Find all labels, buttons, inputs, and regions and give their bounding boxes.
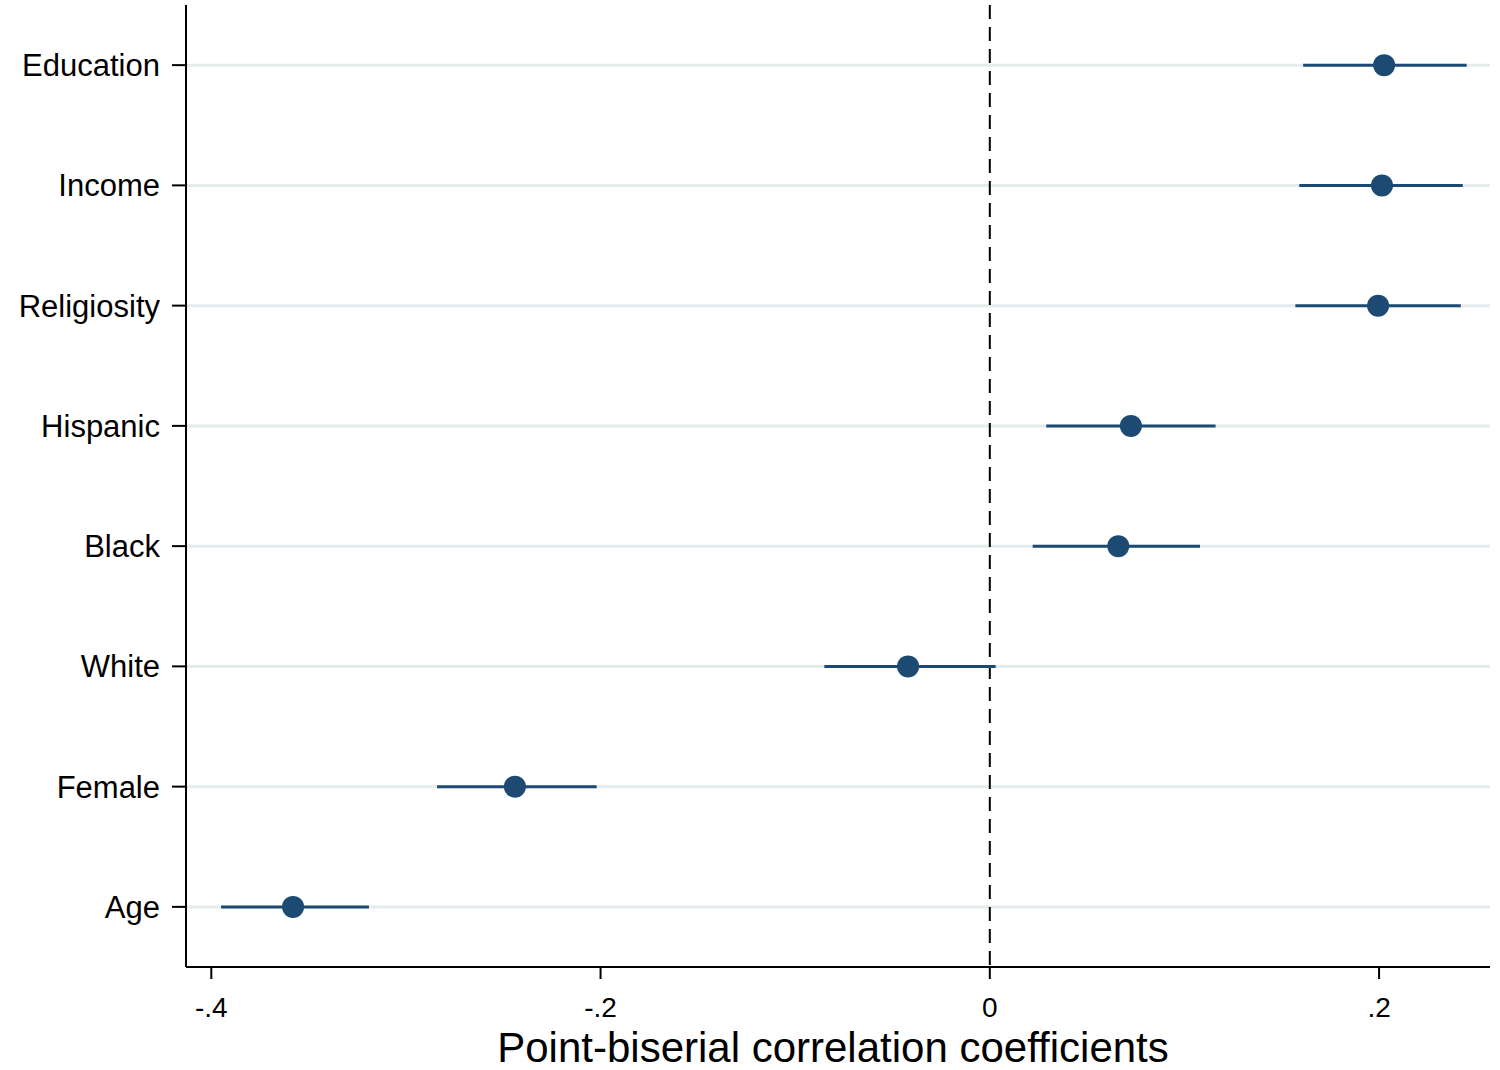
point: [897, 655, 919, 677]
y-tick-label: White: [81, 649, 160, 684]
point: [1107, 535, 1129, 557]
x-tick: [600, 967, 602, 979]
point: [282, 896, 304, 918]
y-tick-label: Religiosity: [19, 289, 161, 324]
reference-line: [989, 5, 991, 967]
y-axis-line: [185, 5, 187, 967]
marks: [221, 5, 1467, 967]
y-tick-label: Black: [84, 529, 160, 564]
x-tick-label: 0: [982, 992, 998, 1023]
grid-line: [186, 905, 1490, 908]
y-tick: [172, 305, 186, 307]
y-tick-label: Age: [105, 890, 160, 925]
x-tick-label: .2: [1367, 992, 1390, 1023]
y-tick-label: Hispanic: [41, 409, 160, 444]
x-tick: [1378, 967, 1380, 979]
y-tick: [172, 64, 186, 66]
x-axis-title: Point-biserial correlation coefficients: [497, 1024, 1169, 1070]
y-tick-label: Female: [57, 770, 160, 805]
y-tick: [172, 786, 186, 788]
grid-line: [186, 665, 1490, 668]
chart: Education Income Religiosity Hispanic Black W…: [0, 0, 1500, 1070]
x-tick-label: -.4: [195, 992, 228, 1023]
y-tick: [172, 545, 186, 547]
x-tick: [989, 967, 991, 979]
y-tick-label: Education: [22, 48, 160, 83]
point: [504, 776, 526, 798]
x-tick-label: -.2: [584, 992, 617, 1023]
y-tick: [172, 425, 186, 427]
grid-line: [186, 304, 1490, 307]
y-tick: [172, 906, 186, 908]
grid-line: [186, 64, 1490, 67]
point: [1367, 295, 1389, 317]
y-tick: [172, 184, 186, 186]
point: [1120, 415, 1142, 437]
grid-line: [186, 785, 1490, 788]
y-tick: [172, 665, 186, 667]
point: [1371, 174, 1393, 196]
y-tick-label: Income: [58, 168, 160, 203]
grid-line: [186, 424, 1490, 427]
x-tick: [210, 967, 212, 979]
grid-line: [186, 184, 1490, 187]
grid-line: [186, 545, 1490, 548]
x-axis-line: [186, 966, 1490, 968]
point: [1373, 54, 1395, 76]
